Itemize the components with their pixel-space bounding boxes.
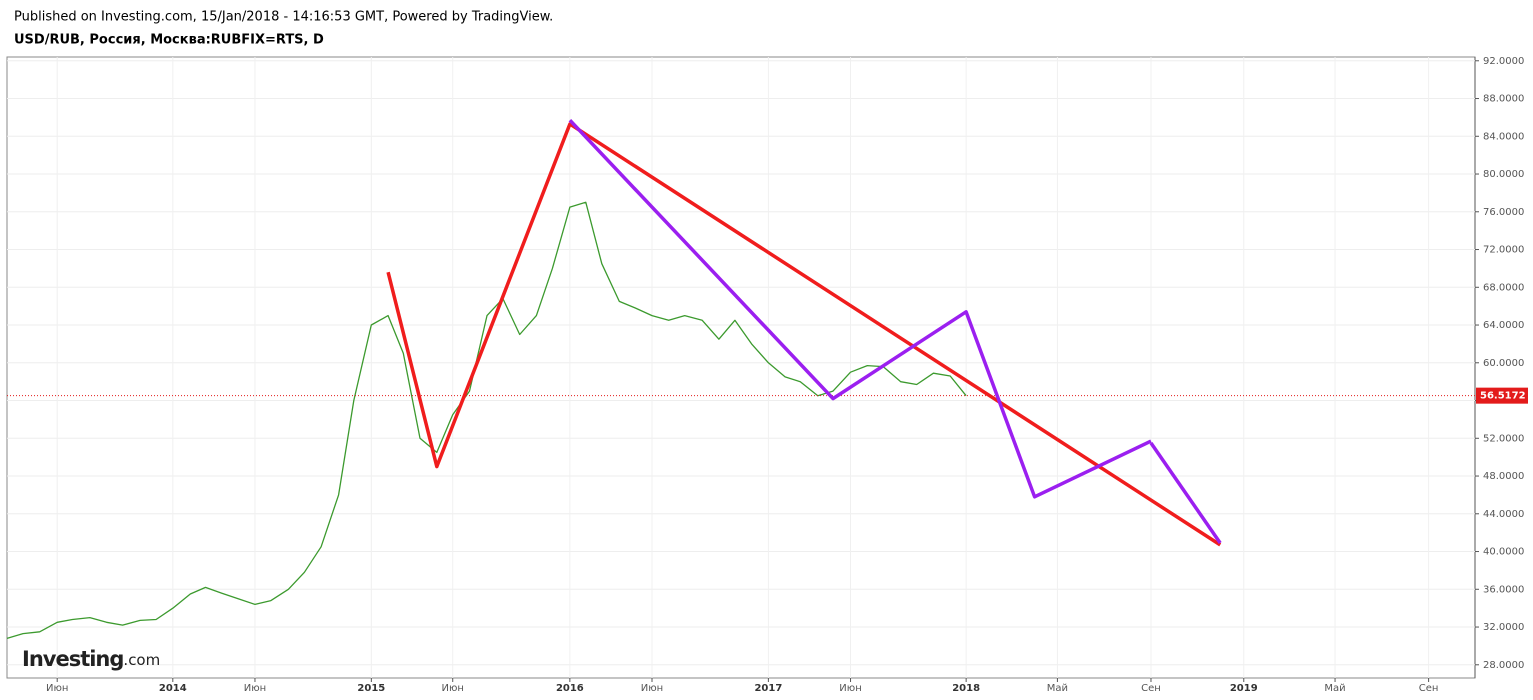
x-tick-label: 2019 (1230, 683, 1258, 694)
y-tick-label: 40.0000 (1483, 547, 1524, 558)
plot-frame (6, 56, 1476, 679)
x-tick-label: 2015 (357, 683, 385, 694)
y-tick-label: 28.0000 (1483, 660, 1524, 671)
symbol-title: USD/RUB, Россия, Москва:RUBFIX=RTS, D (14, 33, 324, 48)
y-tick-label: 32.0000 (1483, 622, 1524, 633)
x-tick-label: Май (1047, 683, 1068, 694)
x-tick-label: 2016 (556, 683, 584, 694)
y-tick-label: 36.0000 (1483, 584, 1524, 595)
current-price-box (1476, 387, 1528, 404)
published-note: Published on Investing.com, 15/Jan/2018 … (14, 10, 553, 25)
x-tick-label: Июн (641, 683, 663, 694)
y-tick-label: 72.0000 (1483, 245, 1524, 256)
x-tick-label: Июн (839, 683, 861, 694)
y-tick-label: 88.0000 (1483, 94, 1524, 105)
x-tick-label: Сен (1141, 683, 1161, 694)
trend-drawing (568, 118, 1152, 499)
y-tick-label: 44.0000 (1483, 509, 1524, 520)
y-tick-label: 76.0000 (1483, 207, 1524, 218)
x-tick-label: Май (1324, 683, 1345, 694)
logo: Investing.com (22, 647, 160, 671)
x-tick-label: Июн (46, 683, 68, 694)
x-tick-label: 2017 (754, 683, 782, 694)
y-tick-label: 84.0000 (1483, 131, 1524, 142)
x-tick-label: 2018 (952, 683, 980, 694)
x-tick-label: 2014 (159, 683, 187, 694)
current-price-label: 56.5172 (1480, 391, 1526, 402)
y-tick-label: 68.0000 (1483, 282, 1524, 293)
y-tick-label: 80.0000 (1483, 169, 1524, 180)
y-tick-label: 92.0000 (1483, 56, 1524, 67)
y-tick-label: 48.0000 (1483, 471, 1524, 482)
y-tick-label: 52.0000 (1483, 433, 1524, 444)
trend-drawing (386, 122, 1222, 547)
y-tick-label: 64.0000 (1483, 320, 1524, 331)
x-tick-label: Сен (1419, 683, 1439, 694)
trend-drawing (1149, 442, 1222, 544)
y-tick-label: 60.0000 (1483, 358, 1524, 369)
x-tick-label: Июн (442, 683, 464, 694)
x-tick-label: Июн (244, 683, 266, 694)
price-line (6, 201, 967, 640)
